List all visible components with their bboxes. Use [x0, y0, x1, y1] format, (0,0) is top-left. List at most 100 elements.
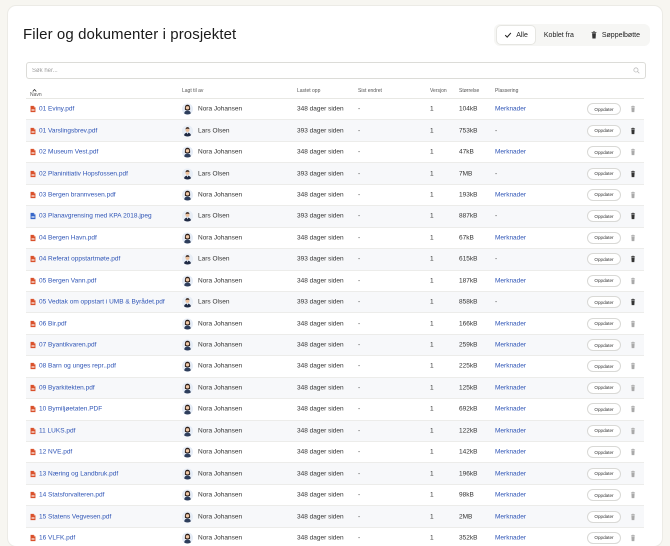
location-link[interactable]: Merknader [495, 277, 527, 285]
trash-icon[interactable] [630, 191, 636, 199]
file-link[interactable]: 14 Statsforvalteren.pdf [30, 492, 104, 499]
trash-icon[interactable] [630, 298, 636, 306]
trash-icon[interactable] [630, 384, 636, 392]
location-link[interactable]: Merknader [495, 448, 527, 456]
trash-icon[interactable] [630, 127, 636, 134]
location-link[interactable]: Merknader [495, 534, 527, 542]
trash-icon[interactable] [630, 470, 636, 477]
trash-icon[interactable] [630, 234, 636, 241]
open-button[interactable]: Oppdater [587, 446, 621, 459]
trash-icon[interactable] [630, 406, 636, 413]
trash-icon[interactable] [630, 363, 636, 370]
trash-icon[interactable] [630, 256, 636, 263]
column-header-version[interactable]: Versjon [430, 88, 447, 94]
file-link[interactable]: 05 Vedtak om oppstart i UMB & Byrådet.pd… [30, 299, 165, 306]
trash-icon[interactable] [630, 513, 636, 520]
file-link[interactable]: 03 Bergen brannvesen.pdf [30, 191, 116, 198]
trash-icon[interactable] [630, 148, 636, 156]
location-link[interactable]: Merknader [495, 320, 527, 328]
trash-icon[interactable] [630, 277, 636, 284]
file-link[interactable]: 01 Varslingsbrev.pdf [30, 127, 97, 134]
trash-icon[interactable] [630, 106, 636, 113]
file-link[interactable]: 02 Museum Vest.pdf [30, 149, 98, 156]
open-button[interactable]: Oppdater [587, 381, 621, 394]
open-button[interactable]: Oppdater [587, 467, 621, 480]
filter-disconnected-button[interactable]: Koblet fra [537, 26, 581, 44]
file-link[interactable]: 06 Bir.pdf [30, 320, 66, 327]
file-link[interactable]: 16 VLFK.pdf [30, 534, 75, 541]
file-size: 98kB [459, 491, 474, 499]
column-header-name[interactable]: Navn [30, 88, 42, 98]
location-link[interactable]: Merknader [495, 491, 527, 499]
file-link[interactable]: 05 Bergen Vann.pdf [30, 277, 96, 284]
location-link[interactable]: Merknader [495, 384, 527, 392]
file-link[interactable]: 04 Referat oppstartmøte.pdf [30, 256, 120, 263]
uploader-name: Nora Johansen [198, 148, 243, 156]
uploader-name: Lars Olsen [198, 212, 230, 220]
search-icon[interactable] [633, 67, 640, 74]
table-row: 05 Vedtak om oppstart i UMB & Byrådet.pd… [26, 291, 644, 314]
trash-icon[interactable] [630, 449, 636, 456]
open-button[interactable]: Oppdater [587, 317, 621, 330]
file-link[interactable]: 15 Statens Vegvesen.pdf [30, 513, 111, 520]
trash-icon[interactable] [630, 213, 636, 220]
file-link[interactable]: 08 Barn og unges repr..pdf [30, 363, 116, 370]
location-link[interactable]: Merknader [495, 105, 527, 113]
table-row: 15 Statens Vegvesen.pdf Nora Johansen 34… [26, 506, 644, 528]
uploader: Nora Johansen [182, 382, 242, 394]
location-link[interactable]: Merknader [495, 362, 527, 370]
trash-icon[interactable] [630, 320, 636, 327]
location-link[interactable]: Merknader [495, 513, 527, 521]
column-header-modified[interactable]: Sist endret [358, 88, 382, 94]
column-header-size[interactable]: Størrelse [459, 88, 480, 94]
open-button[interactable]: Oppdater [587, 146, 621, 159]
file-link[interactable]: 11 LUKS.pdf [30, 427, 75, 434]
file-link[interactable]: 01 Eviny.pdf [30, 106, 74, 113]
open-button[interactable]: Oppdater [587, 167, 621, 180]
trash-icon[interactable] [630, 170, 636, 177]
file-link[interactable]: 13 Næring og Landbruk.pdf [30, 470, 118, 477]
sort-up-icon[interactable] [32, 88, 37, 93]
location-link[interactable]: Merknader [495, 191, 527, 199]
file-link[interactable]: 04 Bergen Havn.pdf [30, 234, 97, 241]
location-link[interactable]: Merknader [495, 341, 527, 349]
open-button[interactable]: Oppdater [587, 124, 621, 137]
location-link[interactable]: Merknader [495, 427, 527, 435]
file-icon [30, 234, 36, 241]
trash-icon[interactable] [630, 534, 636, 542]
open-button[interactable]: Oppdater [587, 274, 621, 287]
open-button[interactable]: Oppdater [587, 489, 621, 502]
location-link[interactable]: Merknader [495, 470, 527, 478]
open-button[interactable]: Oppdater [587, 103, 621, 116]
open-button[interactable]: Oppdater [587, 253, 621, 266]
file-link[interactable]: 10 Bymiljøetaten.PDF [30, 406, 102, 413]
file-link[interactable]: 07 Byantikvaren.pdf [30, 342, 96, 349]
file-link[interactable]: 12 NVE.pdf [30, 449, 72, 456]
open-button[interactable]: Oppdater [587, 188, 621, 201]
search-input[interactable] [27, 64, 633, 77]
trash-icon[interactable] [630, 341, 636, 349]
location-link[interactable]: Merknader [495, 234, 527, 242]
location-link[interactable]: Merknader [495, 405, 527, 413]
location-link[interactable]: Merknader [495, 148, 527, 156]
file-link[interactable]: 02 Planinitiativ Hopsfossen.pdf [30, 170, 128, 177]
open-button[interactable]: Oppdater [587, 296, 621, 309]
open-button[interactable]: Oppdater [587, 360, 621, 373]
open-button[interactable]: Oppdater [587, 510, 621, 523]
open-button[interactable]: Oppdater [587, 210, 621, 223]
filter-all-button[interactable]: Alle [497, 26, 535, 44]
table-row: 10 Bymiljøetaten.PDF Nora Johansen 348 d… [26, 399, 644, 421]
filter-trash-button[interactable]: Søppelbøtte [583, 26, 647, 44]
open-button[interactable]: Oppdater [587, 339, 621, 352]
column-header-location[interactable]: Plassering [495, 88, 519, 94]
column-header-uploaded-by[interactable]: Lagt til av [182, 88, 204, 94]
file-link[interactable]: 03 Planavgrensing med KPA 2018.jpeg [30, 213, 152, 220]
file-link[interactable]: 09 Byarkitekten.pdf [30, 384, 95, 391]
column-header-uploaded[interactable]: Lastet opp [297, 88, 321, 94]
trash-icon[interactable] [630, 427, 636, 434]
open-button[interactable]: Oppdater [587, 531, 621, 544]
trash-icon[interactable] [630, 491, 636, 499]
open-button[interactable]: Oppdater [587, 424, 621, 437]
open-button[interactable]: Oppdater [587, 231, 621, 244]
open-button[interactable]: Oppdater [587, 403, 621, 416]
